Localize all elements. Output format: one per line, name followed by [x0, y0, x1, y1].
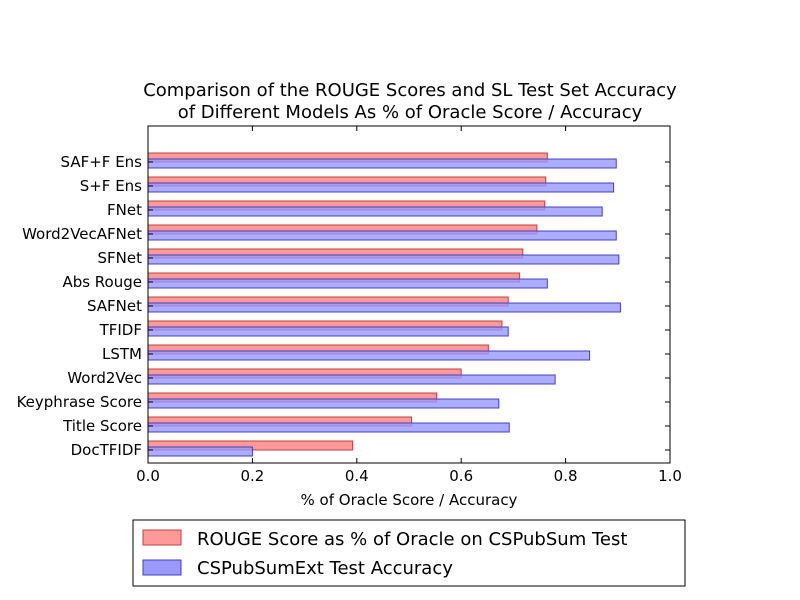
legend-swatch-rouge	[142, 529, 182, 546]
bar-accuracy-6	[147, 302, 621, 313]
x-tick-label-3: 0.6	[449, 467, 473, 485]
x-tick-label-2: 0.4	[345, 467, 369, 485]
y-tick-label-0: SAF+F Ens	[61, 153, 143, 171]
x-tick-label-5: 1.0	[658, 467, 682, 485]
chart-title-line-2: of Different Models As % of Oracle Score…	[178, 102, 643, 123]
y-tick-label-6: SAFNet	[87, 297, 142, 315]
legend-label-accuracy: CSPubSumExt Test Accuracy	[197, 558, 453, 579]
y-tick-label-1: S+F Ens	[80, 177, 142, 195]
bar-accuracy-5	[147, 278, 548, 289]
bars-group	[147, 152, 621, 457]
y-tick-label-8: LSTM	[102, 345, 142, 363]
bar-accuracy-9	[147, 374, 556, 385]
legend: ROUGE Score as % of Oracle on CSPubSum T…	[132, 519, 686, 587]
bar-accuracy-1	[147, 182, 615, 193]
bar-accuracy-2	[147, 206, 603, 217]
x-tick-label-1: 0.2	[240, 467, 264, 485]
legend-swatch-accuracy	[142, 559, 182, 576]
y-tick-label-11: Title Score	[62, 417, 142, 435]
y-tick-label-10: Keyphrase Score	[17, 393, 142, 411]
legend-frame	[132, 519, 686, 587]
legend-label-rouge: ROUGE Score as % of Oracle on CSPubSum T…	[197, 529, 627, 550]
bar-accuracy-11	[147, 422, 510, 433]
y-tick-label-4: SFNet	[98, 249, 143, 267]
x-axis-label: % of Oracle Score / Accuracy	[301, 491, 518, 509]
y-tick-label-2: FNet	[107, 201, 142, 219]
chart-title-line-1: Comparison of the ROUGE Scores and SL Te…	[143, 80, 677, 101]
y-tick-label-3: Word2VecAFNet	[22, 225, 142, 243]
y-tick-label-5: Abs Rouge	[62, 273, 142, 291]
bar-accuracy-0	[147, 158, 617, 169]
plot-frame	[147, 125, 671, 464]
x-tick-label-4: 0.8	[554, 467, 578, 485]
y-tick-label-12: DocTFIDF	[71, 441, 142, 459]
ticks-group: SAF+F Ens S+F Ens FNet Word2VecAFNet SFNet Ab…	[17, 126, 682, 485]
bar-accuracy-8	[147, 350, 591, 361]
y-tick-label-9: Word2Vec	[67, 369, 142, 387]
bar-accuracy-10	[147, 398, 500, 409]
bar-accuracy-3	[147, 230, 617, 241]
y-tick-label-7: TFIDF	[99, 321, 142, 339]
bar-accuracy-4	[147, 254, 620, 265]
x-tick-label-0: 0.0	[136, 467, 160, 485]
bar-accuracy-7	[147, 326, 509, 337]
bar-accuracy-12	[147, 446, 253, 457]
